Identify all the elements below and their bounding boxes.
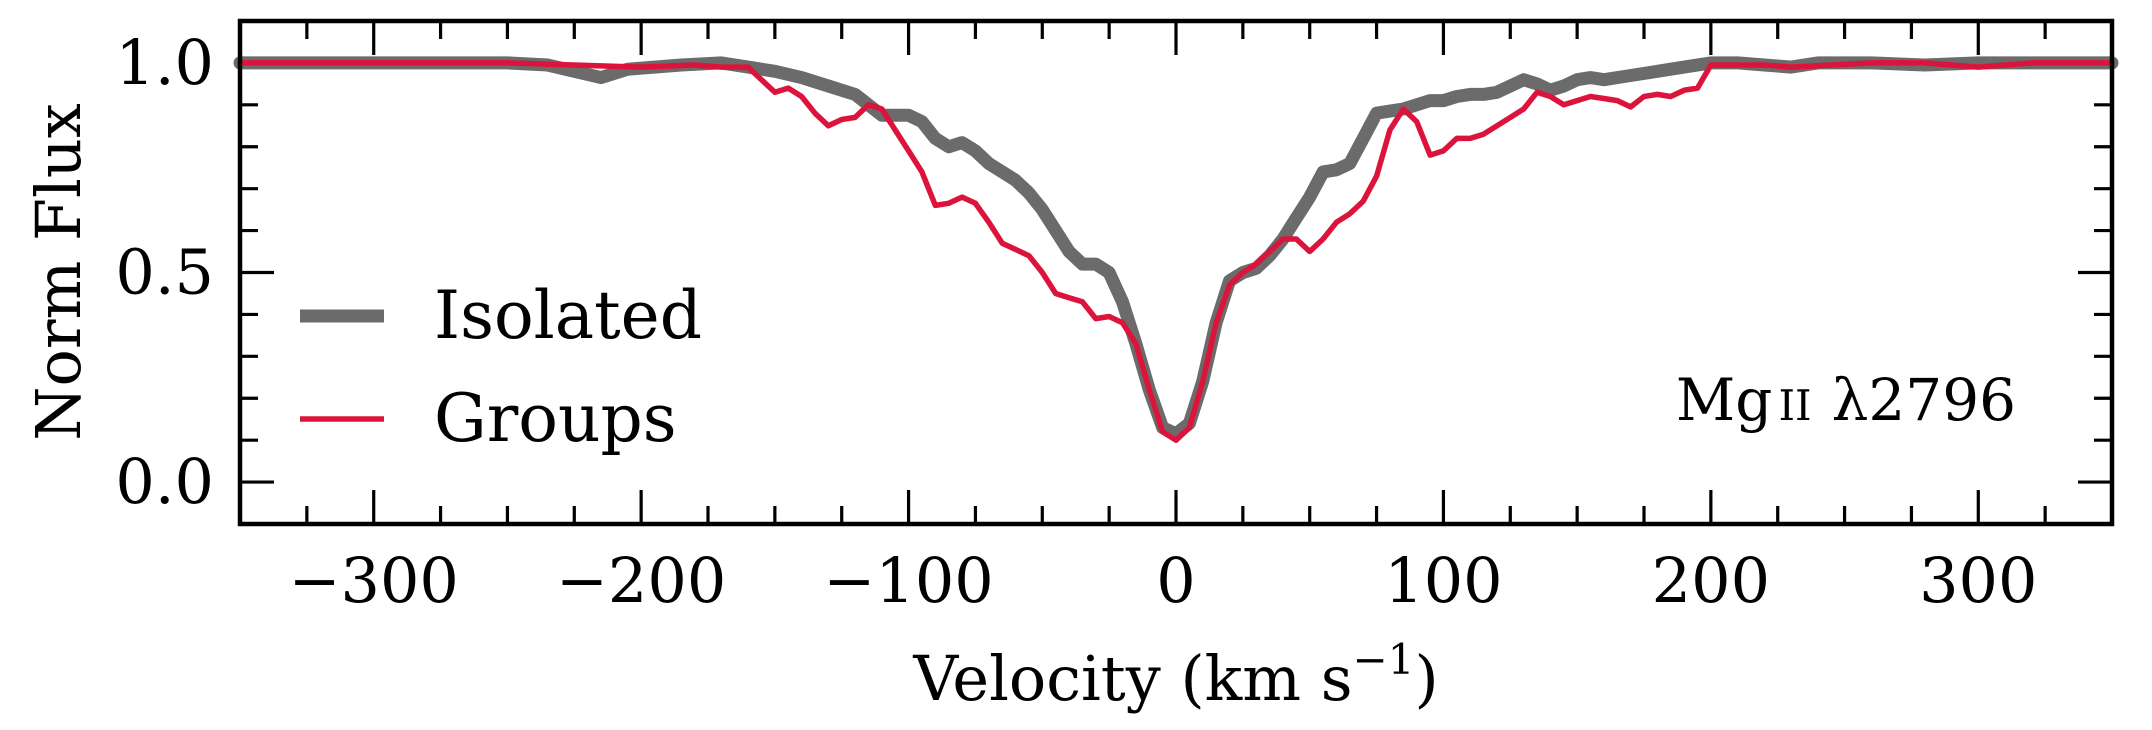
tick-labels-layer: −300 −200 −100 0 100 200 300 0.0 0.5 1.0 <box>115 26 2037 617</box>
legend-label-groups: Groups <box>434 380 677 457</box>
y-tick-label: 1.0 <box>115 26 214 99</box>
x-tick-label: 100 <box>1384 544 1502 617</box>
y-tick-label: 0.0 <box>115 445 214 518</box>
series-layer <box>233 56 2119 443</box>
y-axis-title: Norm Flux <box>22 103 95 440</box>
legend: Isolated Groups <box>300 277 702 457</box>
x-tick-label: 300 <box>1919 544 2037 617</box>
x-axis-title: Velocity (km s−1) <box>912 635 1438 715</box>
x-tick-label: 0 <box>1156 544 1195 617</box>
x-tick-label: −300 <box>289 544 459 617</box>
series-line-groups <box>237 60 2115 443</box>
x-tick-label: −100 <box>823 544 993 617</box>
legend-label-isolated: Isolated <box>434 277 702 354</box>
y-tick-label: 0.5 <box>115 236 214 309</box>
x-tick-label: 200 <box>1652 544 1770 617</box>
x-tick-label: −200 <box>556 544 726 617</box>
line-annotation: Mg II λ2796 <box>1676 366 2016 434</box>
plot-frame <box>237 18 2115 527</box>
